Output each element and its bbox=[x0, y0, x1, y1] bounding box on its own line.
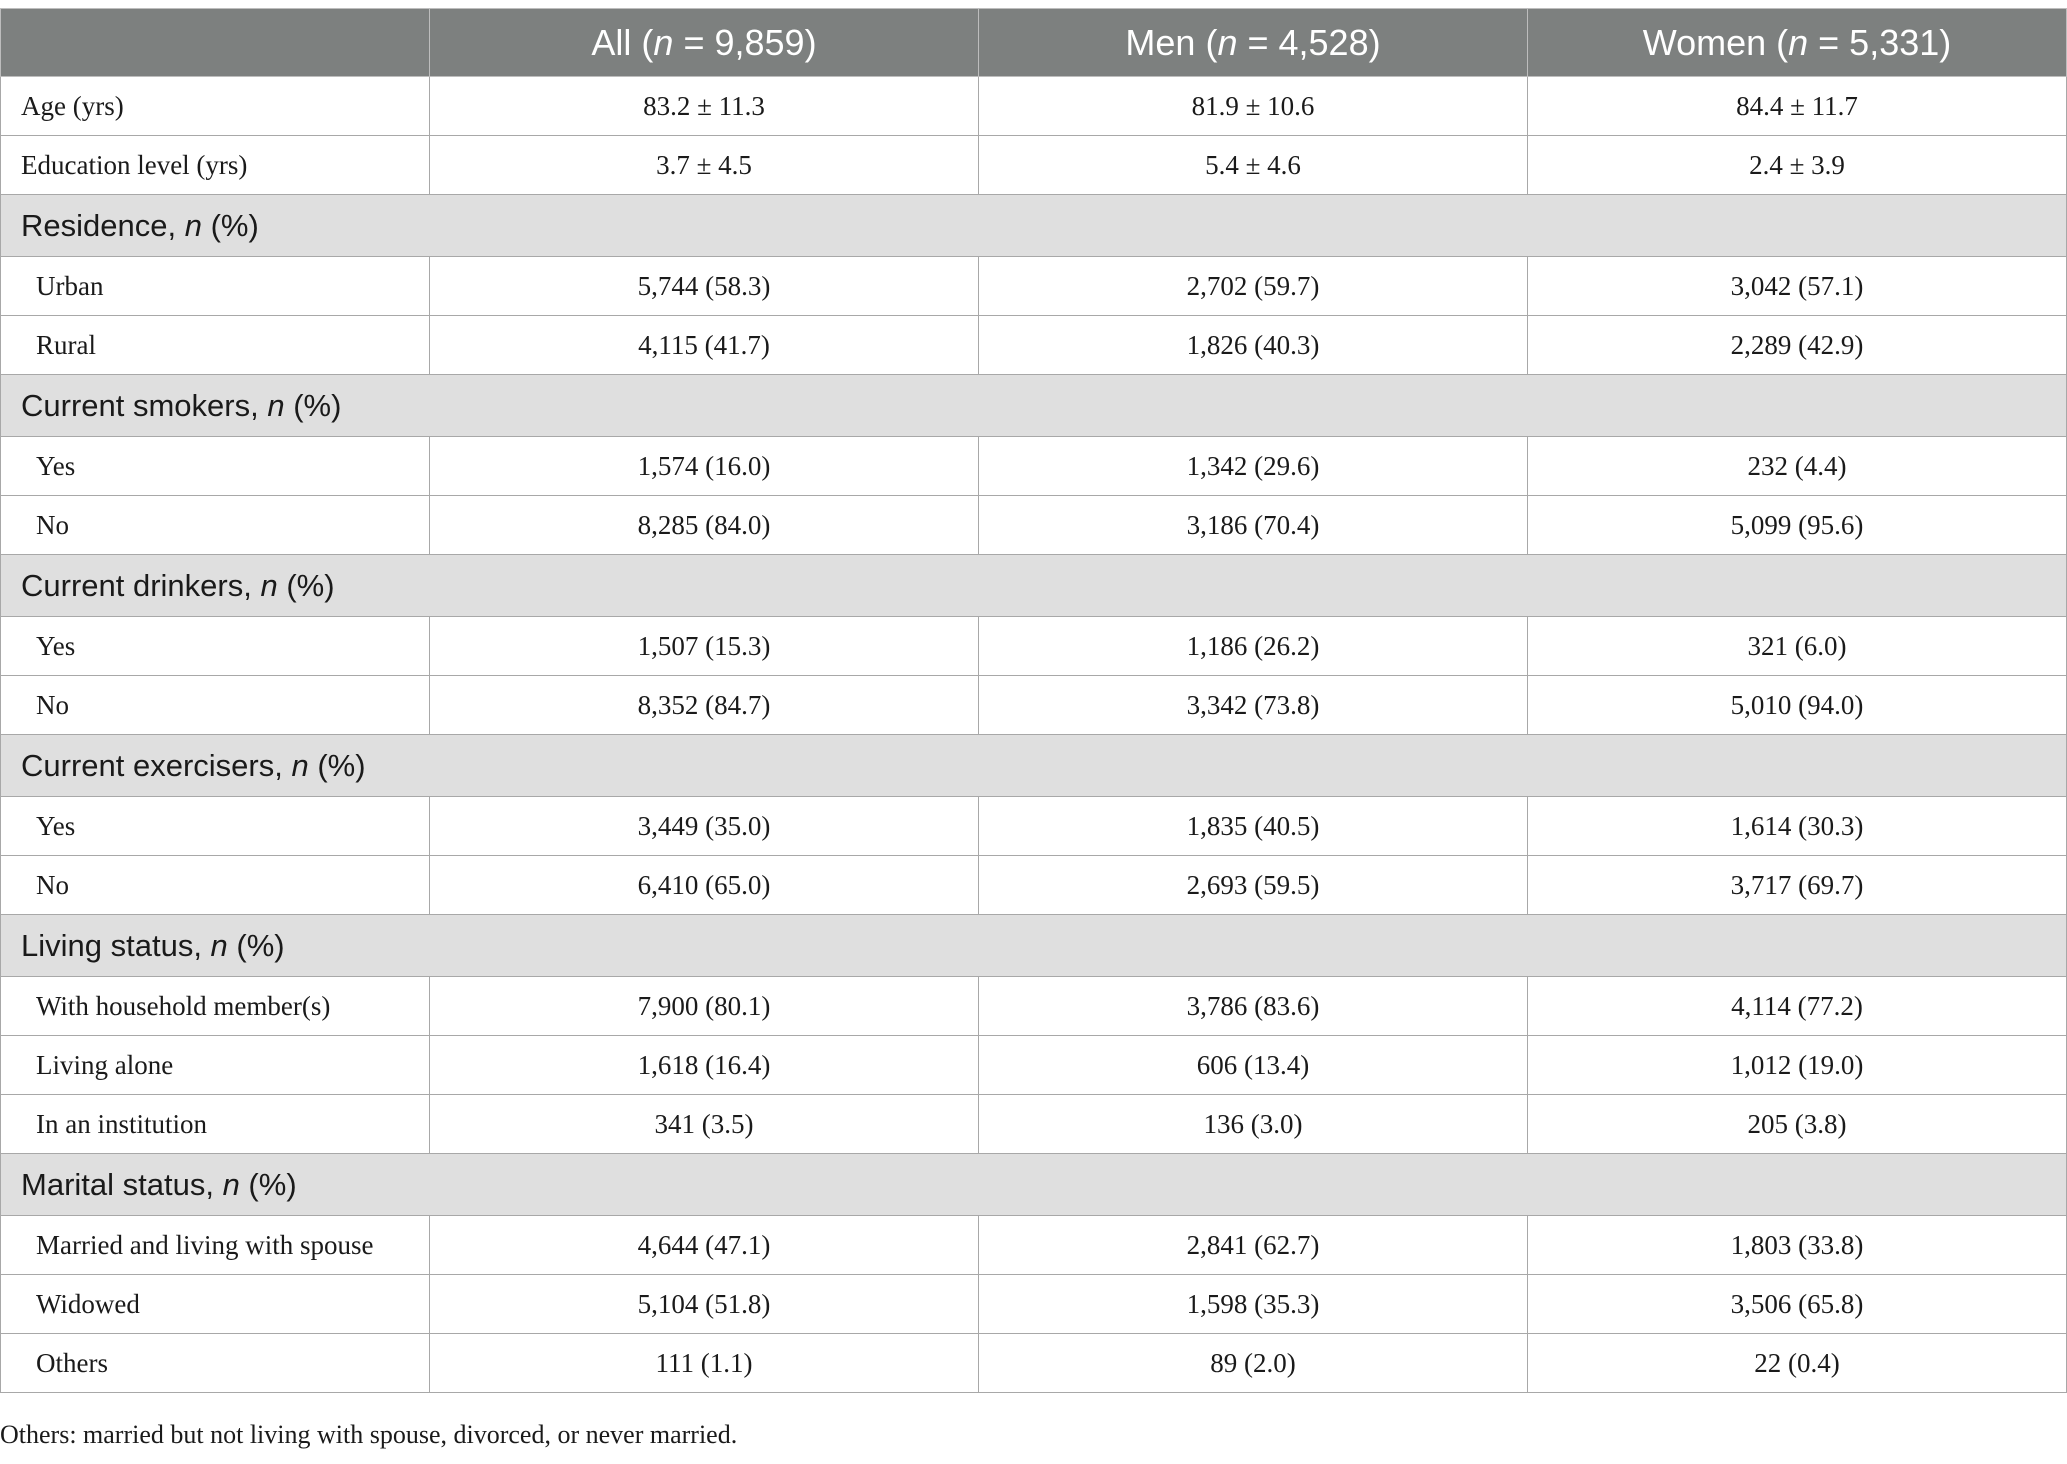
cell-all: 6,410 (65.0) bbox=[429, 855, 979, 915]
cell-all: 8,285 (84.0) bbox=[429, 495, 979, 555]
cell-men: 2,702 (59.7) bbox=[978, 256, 1528, 316]
section-marital-status: Marital status, n (%) bbox=[0, 1153, 2067, 1216]
cell-all: 1,574 (16.0) bbox=[429, 436, 979, 496]
table-row: Widowed 5,104 (51.8) 1,598 (35.3) 3,506 … bbox=[0, 1274, 2067, 1334]
table-row: Living alone 1,618 (16.4) 606 (13.4) 1,0… bbox=[0, 1035, 2067, 1095]
cell-men: 136 (3.0) bbox=[978, 1094, 1528, 1154]
section-title: Residence, n (%) bbox=[0, 194, 2067, 257]
row-label: Yes bbox=[0, 616, 430, 676]
cell-women: 1,803 (33.8) bbox=[1527, 1215, 2067, 1275]
table-row: Others 111 (1.1) 89 (2.0) 22 (0.4) bbox=[0, 1333, 2067, 1393]
cell-women: 205 (3.8) bbox=[1527, 1094, 2067, 1154]
cell-women: 3,717 (69.7) bbox=[1527, 855, 2067, 915]
row-label: No bbox=[0, 855, 430, 915]
cell-women: 2,289 (42.9) bbox=[1527, 315, 2067, 375]
table-row: With household member(s) 7,900 (80.1) 3,… bbox=[0, 976, 2067, 1036]
cell-women: 3,506 (65.8) bbox=[1527, 1274, 2067, 1334]
header-women: Women (n = 5,331) bbox=[1527, 8, 2067, 77]
table-row: Yes 1,507 (15.3) 1,186 (26.2) 321 (6.0) bbox=[0, 616, 2067, 676]
cell-men: 5.4 ± 4.6 bbox=[978, 135, 1528, 195]
cell-all: 5,744 (58.3) bbox=[429, 256, 979, 316]
cell-all: 3,449 (35.0) bbox=[429, 796, 979, 856]
cell-women: 3,042 (57.1) bbox=[1527, 256, 2067, 316]
row-label: Education level (yrs) bbox=[0, 135, 430, 195]
cell-women: 22 (0.4) bbox=[1527, 1333, 2067, 1393]
row-label: Age (yrs) bbox=[0, 76, 430, 136]
table-row: Yes 1,574 (16.0) 1,342 (29.6) 232 (4.4) bbox=[0, 436, 2067, 496]
cell-men: 1,186 (26.2) bbox=[978, 616, 1528, 676]
table-row: No 8,352 (84.7) 3,342 (73.8) 5,010 (94.0… bbox=[0, 675, 2067, 735]
table-row: Rural 4,115 (41.7) 1,826 (40.3) 2,289 (4… bbox=[0, 315, 2067, 375]
table-row: No 8,285 (84.0) 3,186 (70.4) 5,099 (95.6… bbox=[0, 495, 2067, 555]
row-label: Urban bbox=[0, 256, 430, 316]
section-title: Current smokers, n (%) bbox=[0, 374, 2067, 437]
table-row-education: Education level (yrs) 3.7 ± 4.5 5.4 ± 4.… bbox=[0, 135, 2067, 195]
cell-women: 232 (4.4) bbox=[1527, 436, 2067, 496]
cell-all: 5,104 (51.8) bbox=[429, 1274, 979, 1334]
cell-all: 341 (3.5) bbox=[429, 1094, 979, 1154]
cell-women: 84.4 ± 11.7 bbox=[1527, 76, 2067, 136]
cell-all: 4,644 (47.1) bbox=[429, 1215, 979, 1275]
section-title: Current exercisers, n (%) bbox=[0, 734, 2067, 797]
cell-all: 3.7 ± 4.5 bbox=[429, 135, 979, 195]
cell-all: 83.2 ± 11.3 bbox=[429, 76, 979, 136]
cell-women: 1,012 (19.0) bbox=[1527, 1035, 2067, 1095]
cell-men: 3,786 (83.6) bbox=[978, 976, 1528, 1036]
cell-women: 1,614 (30.3) bbox=[1527, 796, 2067, 856]
header-all: All (n = 9,859) bbox=[429, 8, 979, 77]
cell-men: 3,342 (73.8) bbox=[978, 675, 1528, 735]
cell-men: 1,826 (40.3) bbox=[978, 315, 1528, 375]
cell-all: 7,900 (80.1) bbox=[429, 976, 979, 1036]
cell-women: 5,099 (95.6) bbox=[1527, 495, 2067, 555]
cell-men: 606 (13.4) bbox=[978, 1035, 1528, 1095]
table-footnote: Others: married but not living with spou… bbox=[0, 1420, 738, 1449]
section-title: Marital status, n (%) bbox=[0, 1153, 2067, 1216]
row-label: Rural bbox=[0, 315, 430, 375]
section-title: Current drinkers, n (%) bbox=[0, 554, 2067, 617]
cell-all: 111 (1.1) bbox=[429, 1333, 979, 1393]
table-row: Married and living with spouse 4,644 (47… bbox=[0, 1215, 2067, 1275]
cell-all: 1,618 (16.4) bbox=[429, 1035, 979, 1095]
header-row: All (n = 9,859) Men (n = 4,528) Women (n… bbox=[0, 8, 2067, 77]
cell-women: 4,114 (77.2) bbox=[1527, 976, 2067, 1036]
row-label: Married and living with spouse bbox=[0, 1215, 430, 1275]
section-living-status: Living status, n (%) bbox=[0, 914, 2067, 977]
header-men: Men (n = 4,528) bbox=[978, 8, 1528, 77]
cell-women: 2.4 ± 3.9 bbox=[1527, 135, 2067, 195]
table-row: Urban 5,744 (58.3) 2,702 (59.7) 3,042 (5… bbox=[0, 256, 2067, 316]
header-empty bbox=[0, 8, 430, 77]
cell-men: 3,186 (70.4) bbox=[978, 495, 1528, 555]
table-row: In an institution 341 (3.5) 136 (3.0) 20… bbox=[0, 1094, 2067, 1154]
section-smokers: Current smokers, n (%) bbox=[0, 374, 2067, 437]
row-label: With household member(s) bbox=[0, 976, 430, 1036]
cell-men: 2,841 (62.7) bbox=[978, 1215, 1528, 1275]
row-label: Widowed bbox=[0, 1274, 430, 1334]
row-label: In an institution bbox=[0, 1094, 430, 1154]
row-label: Yes bbox=[0, 436, 430, 496]
cell-men: 1,835 (40.5) bbox=[978, 796, 1528, 856]
characteristics-table: All (n = 9,859) Men (n = 4,528) Women (n… bbox=[0, 8, 2067, 1393]
section-title: Living status, n (%) bbox=[0, 914, 2067, 977]
cell-men: 1,598 (35.3) bbox=[978, 1274, 1528, 1334]
row-label: No bbox=[0, 675, 430, 735]
cell-men: 2,693 (59.5) bbox=[978, 855, 1528, 915]
cell-men: 89 (2.0) bbox=[978, 1333, 1528, 1393]
row-label: No bbox=[0, 495, 430, 555]
cell-women: 5,010 (94.0) bbox=[1527, 675, 2067, 735]
row-label: Living alone bbox=[0, 1035, 430, 1095]
table-row: No 6,410 (65.0) 2,693 (59.5) 3,717 (69.7… bbox=[0, 855, 2067, 915]
table-row-age: Age (yrs) 83.2 ± 11.3 81.9 ± 10.6 84.4 ±… bbox=[0, 76, 2067, 136]
cell-all: 8,352 (84.7) bbox=[429, 675, 979, 735]
cell-all: 4,115 (41.7) bbox=[429, 315, 979, 375]
section-exercisers: Current exercisers, n (%) bbox=[0, 734, 2067, 797]
row-label: Yes bbox=[0, 796, 430, 856]
cell-men: 1,342 (29.6) bbox=[978, 436, 1528, 496]
table-row: Yes 3,449 (35.0) 1,835 (40.5) 1,614 (30.… bbox=[0, 796, 2067, 856]
cell-all: 1,507 (15.3) bbox=[429, 616, 979, 676]
row-label: Others bbox=[0, 1333, 430, 1393]
section-drinkers: Current drinkers, n (%) bbox=[0, 554, 2067, 617]
cell-men: 81.9 ± 10.6 bbox=[978, 76, 1528, 136]
section-residence: Residence, n (%) bbox=[0, 194, 2067, 257]
cell-women: 321 (6.0) bbox=[1527, 616, 2067, 676]
